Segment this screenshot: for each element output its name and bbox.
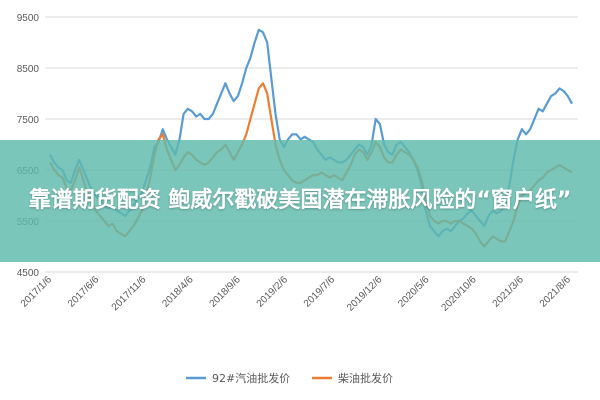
y-tick-label: 4500 <box>17 268 40 279</box>
legend: 92#汽油批发价 柴油批发价 <box>186 371 393 385</box>
x-tick-label: 2020/10/6 <box>440 274 480 314</box>
x-tick-label: 2017/6/6 <box>66 274 102 310</box>
x-tick-label: 2021/8/6 <box>538 274 574 310</box>
x-tick-label: 2018/4/6 <box>160 274 196 310</box>
x-tick-label: 2019/2/6 <box>255 274 291 310</box>
x-tick-label: 2019/12/6 <box>345 274 385 314</box>
headline-text: 靠谱期货配资 鲍威尔戳破美国潜在滞胀风险的“窗户纸” <box>28 188 572 213</box>
x-axis-ticks: 2017/1/6 2017/6/6 2017/11/6 2018/4/6 2018/9/… <box>19 274 574 314</box>
x-tick-label: 2017/11/6 <box>110 274 149 313</box>
x-tick-label: 2017/1/6 <box>19 274 55 310</box>
legend-label-series1: 92#汽油批发价 <box>212 371 290 385</box>
x-tick-label: 2020/5/6 <box>396 274 432 310</box>
x-tick-label: 2021/3/6 <box>491 274 527 310</box>
y-tick-label: 8500 <box>17 64 40 75</box>
legend-label-series2: 柴油批发价 <box>338 371 393 385</box>
y-tick-label: 9500 <box>17 13 40 24</box>
headline-banner: 靠谱期货配资 鲍威尔戳破美国潜在滞胀风险的“窗户纸” <box>0 140 600 262</box>
x-tick-label: 2019/7/6 <box>302 274 338 310</box>
y-tick-label: 7500 <box>17 115 40 126</box>
x-tick-label: 2018/9/6 <box>208 274 244 310</box>
